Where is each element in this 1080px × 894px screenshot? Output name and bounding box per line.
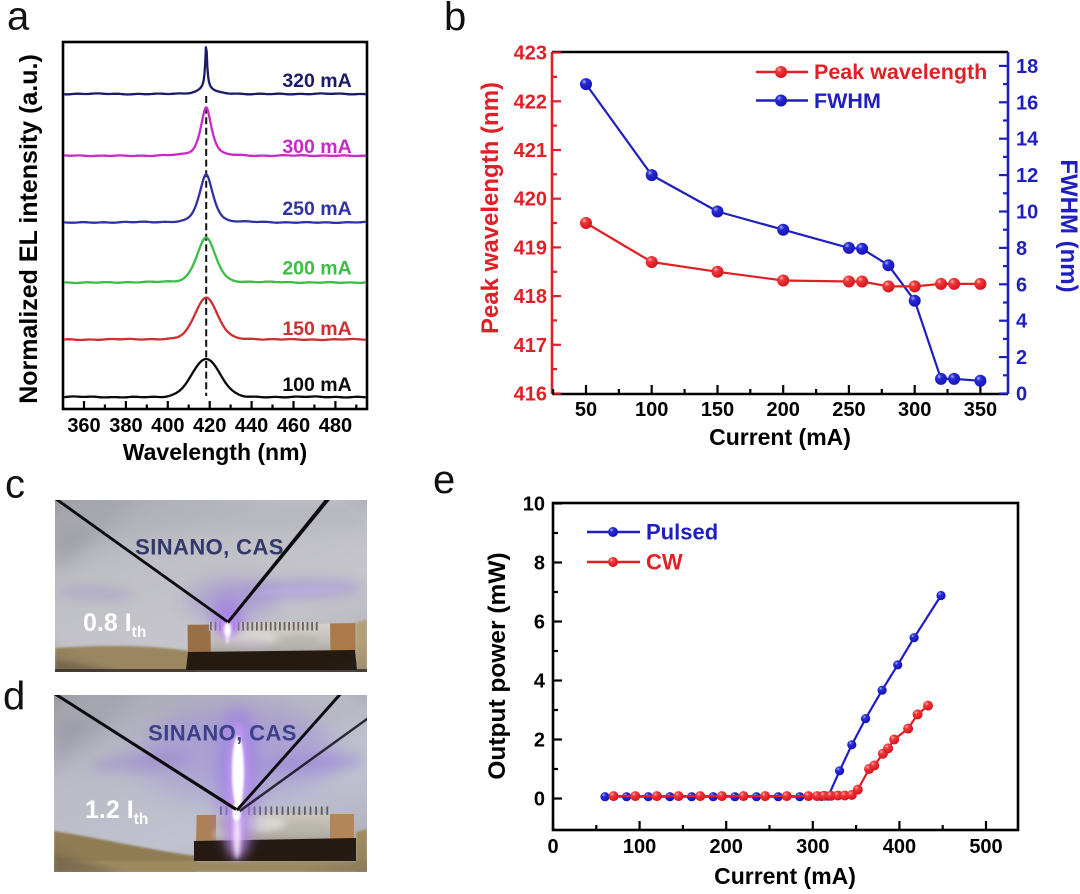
svg-text:8: 8 (534, 553, 545, 575)
svg-text:b: b (444, 0, 466, 39)
svg-text:422: 422 (514, 91, 547, 113)
svg-text:250 mA: 250 mA (282, 198, 351, 220)
svg-text:Peak wavelength: Peak wavelength (814, 60, 987, 84)
svg-text:418: 418 (514, 286, 547, 308)
svg-text:400: 400 (883, 836, 916, 858)
svg-text:2: 2 (534, 730, 545, 752)
svg-text:10: 10 (1016, 202, 1038, 224)
svg-text:6: 6 (534, 612, 545, 634)
svg-text:423: 423 (514, 43, 547, 65)
svg-text:100: 100 (623, 836, 656, 858)
svg-text:421: 421 (514, 140, 547, 162)
svg-text:150: 150 (701, 399, 734, 421)
svg-text:Pulsed: Pulsed (646, 520, 718, 545)
svg-text:200: 200 (767, 399, 800, 421)
svg-text:4: 4 (1016, 311, 1028, 333)
svg-text:10: 10 (523, 494, 545, 516)
svg-text:FWHM (nm): FWHM (nm) (1055, 159, 1080, 292)
svg-text:6: 6 (1016, 274, 1027, 296)
svg-text:2: 2 (1016, 347, 1027, 369)
svg-text:417: 417 (514, 335, 547, 357)
svg-text:d: d (3, 675, 25, 719)
svg-text:Output power (mW): Output power (mW) (484, 552, 511, 779)
svg-text:Current (mA): Current (mA) (709, 424, 851, 450)
svg-text:CW: CW (646, 550, 683, 575)
svg-text:300 mA: 300 mA (282, 136, 351, 158)
svg-text:50: 50 (575, 399, 597, 421)
svg-text:440: 440 (235, 415, 268, 437)
svg-text:FWHM: FWHM (814, 89, 881, 113)
svg-text:500: 500 (969, 836, 1002, 858)
svg-text:100 mA: 100 mA (282, 374, 351, 396)
svg-text:Normalized EL intensity (a.u.): Normalized EL intensity (a.u.) (15, 54, 43, 404)
svg-text:Current (mA): Current (mA) (714, 863, 856, 889)
svg-text:a: a (7, 0, 30, 39)
svg-text:360: 360 (67, 415, 100, 437)
svg-text:460: 460 (277, 415, 310, 437)
svg-text:200 mA: 200 mA (282, 258, 351, 280)
svg-text:416: 416 (514, 384, 547, 406)
svg-text:0: 0 (547, 836, 558, 858)
svg-text:14: 14 (1016, 129, 1039, 151)
svg-text:200: 200 (710, 836, 743, 858)
svg-text:380: 380 (109, 415, 142, 437)
svg-text:16: 16 (1016, 92, 1038, 114)
svg-text:250: 250 (832, 399, 865, 421)
svg-text:c: c (5, 463, 25, 507)
svg-text:Wavelength (nm): Wavelength (nm) (123, 439, 307, 465)
svg-text:4: 4 (534, 671, 546, 693)
svg-text:0: 0 (1016, 384, 1027, 406)
svg-text:Peak wavelength (nm): Peak wavelength (nm) (477, 82, 504, 334)
svg-text:420: 420 (514, 189, 547, 211)
svg-text:400: 400 (151, 415, 184, 437)
svg-text:480: 480 (319, 415, 352, 437)
svg-text:0: 0 (534, 789, 545, 811)
svg-text:150 mA: 150 mA (282, 318, 351, 340)
svg-text:420: 420 (193, 415, 226, 437)
svg-text:e: e (433, 458, 455, 502)
svg-text:100: 100 (635, 399, 668, 421)
svg-text:300: 300 (796, 836, 829, 858)
svg-text:12: 12 (1016, 165, 1038, 187)
svg-text:350: 350 (964, 399, 997, 421)
svg-text:8: 8 (1016, 238, 1027, 260)
svg-text:18: 18 (1016, 56, 1038, 78)
svg-text:419: 419 (514, 237, 547, 259)
svg-text:320 mA: 320 mA (282, 70, 351, 92)
svg-text:300: 300 (898, 399, 931, 421)
